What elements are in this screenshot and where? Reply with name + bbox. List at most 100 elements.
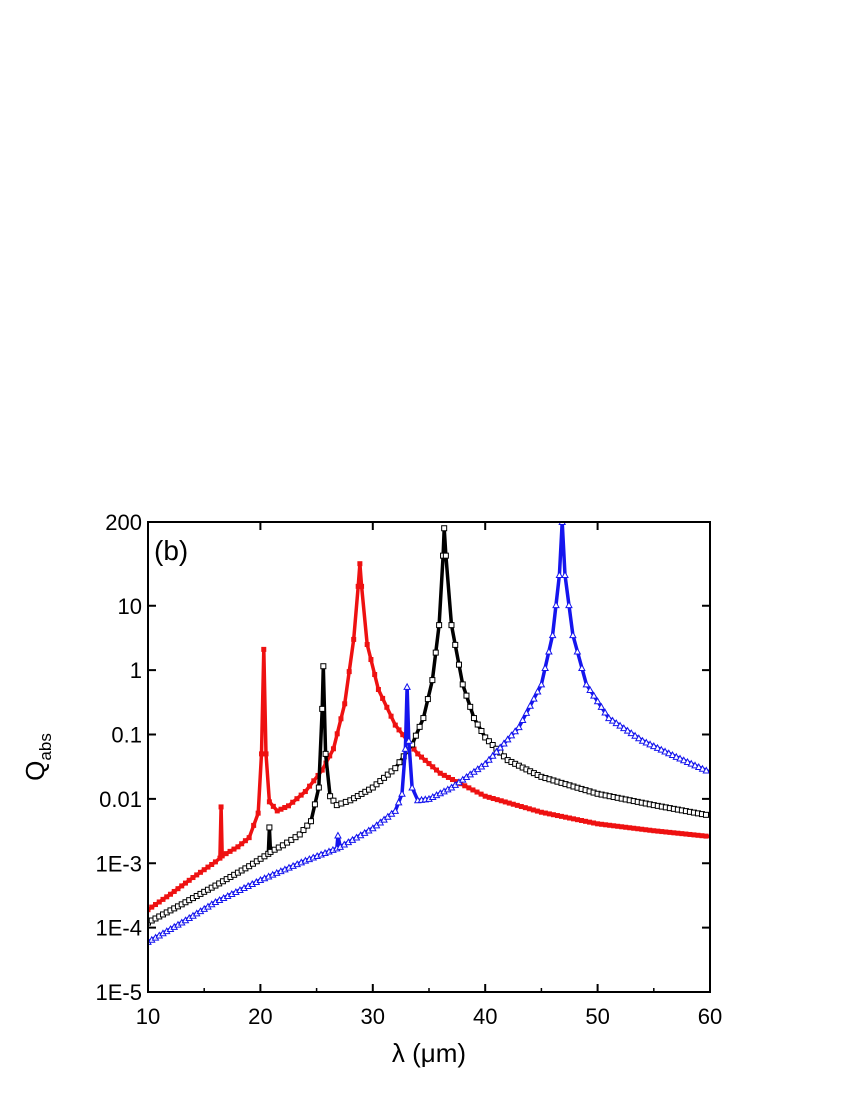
data-point <box>355 583 361 589</box>
data-point <box>338 716 344 722</box>
data-point <box>578 663 586 671</box>
data-point <box>663 829 669 835</box>
data-point <box>611 823 617 829</box>
data-point <box>388 768 395 775</box>
data-point <box>522 805 528 811</box>
data-point <box>445 774 451 780</box>
data-point <box>558 813 564 819</box>
data-point <box>530 807 536 813</box>
data-point <box>394 798 403 806</box>
data-point <box>518 715 527 724</box>
data-point <box>223 851 229 857</box>
data-point <box>274 808 280 814</box>
x-tick-label: 40 <box>473 1004 497 1029</box>
data-point <box>152 902 158 908</box>
y-tick-label: 0.01 <box>99 787 142 812</box>
data-point <box>631 825 637 831</box>
data-point <box>391 806 400 814</box>
data-point <box>565 601 573 609</box>
data-point <box>676 754 684 762</box>
data-point <box>470 715 477 722</box>
data-point <box>307 783 313 789</box>
data-point <box>148 907 151 913</box>
data-point <box>679 756 688 764</box>
data-point <box>357 561 363 567</box>
data-point <box>261 646 267 652</box>
data-point <box>545 647 553 655</box>
data-point <box>591 820 597 826</box>
data-point <box>266 824 273 831</box>
data-point <box>623 824 629 830</box>
data-point <box>503 735 512 743</box>
data-point <box>599 821 605 827</box>
data-point <box>627 825 633 831</box>
data-point <box>643 827 649 833</box>
data-point <box>485 738 492 745</box>
data-point <box>450 777 456 783</box>
data-point <box>488 751 497 759</box>
data-point <box>400 732 406 738</box>
data-point <box>573 647 582 655</box>
data-point <box>372 672 378 678</box>
data-point <box>703 833 709 839</box>
data-point <box>496 743 505 751</box>
data-point <box>441 525 448 532</box>
data-point <box>552 601 560 609</box>
data-point <box>489 742 496 749</box>
data-point <box>541 663 549 671</box>
data-point <box>437 770 443 776</box>
data-point <box>416 723 423 730</box>
data-point <box>455 661 462 668</box>
data-point <box>590 691 598 699</box>
data-point <box>562 814 568 820</box>
data-point <box>255 810 261 816</box>
data-point <box>459 681 466 688</box>
y-tick-label: 1 <box>130 658 142 683</box>
data-point <box>373 781 380 788</box>
data-point <box>235 844 241 850</box>
data-point <box>482 734 489 741</box>
data-point <box>415 751 421 757</box>
data-point <box>631 731 639 739</box>
data-point <box>601 708 609 716</box>
data-point <box>164 894 170 900</box>
data-point <box>698 764 707 772</box>
data-point <box>667 829 673 835</box>
data-point <box>403 682 411 690</box>
data-point <box>194 872 200 878</box>
data-point <box>412 732 419 739</box>
data-point <box>470 787 476 793</box>
data-point <box>375 687 381 693</box>
x-tick-label: 60 <box>698 1004 722 1029</box>
data-point <box>554 813 560 819</box>
data-point <box>634 734 643 742</box>
data-point <box>687 831 693 837</box>
data-point <box>294 796 300 802</box>
data-point <box>586 685 594 694</box>
data-point <box>182 880 188 886</box>
data-point <box>485 755 493 763</box>
data-point <box>659 829 665 835</box>
y-tick-label: 10 <box>118 594 142 619</box>
data-point <box>311 801 318 808</box>
data-point <box>623 726 632 734</box>
data-point <box>171 888 177 894</box>
data-point <box>500 753 507 760</box>
data-point <box>695 832 701 838</box>
data-point <box>615 823 621 829</box>
data-point <box>419 754 425 760</box>
data-point <box>567 815 572 821</box>
data-point <box>320 663 327 670</box>
data-point <box>571 816 577 822</box>
y-tick-label: 0.1 <box>111 723 142 748</box>
series-2 <box>148 525 710 926</box>
data-point <box>149 904 155 910</box>
data-point <box>619 724 628 732</box>
data-point <box>679 831 685 837</box>
data-point <box>160 896 166 902</box>
data-point <box>619 824 625 830</box>
data-point <box>474 721 481 728</box>
data-point <box>462 783 468 789</box>
data-point <box>675 830 681 836</box>
data-point <box>396 727 402 733</box>
